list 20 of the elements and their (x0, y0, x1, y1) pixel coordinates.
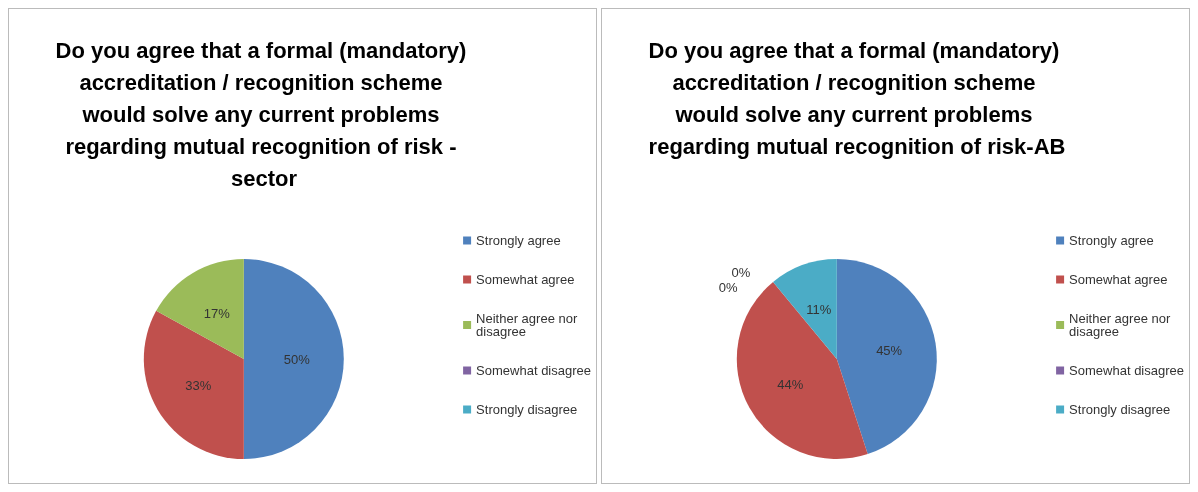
legend-label: Somewhat disagree (1069, 363, 1185, 378)
chart-title: Do you agree that a formal (mandatory) accreditation / recognition scheme would solve any current problems regarding mutual recognition of risk - sector (55, 37, 473, 191)
legend-label: Neither agree nor disagree (1069, 311, 1174, 339)
legend-label: Neither agree nor disagree (476, 311, 581, 339)
legend-label: Strongly agree (1069, 233, 1154, 248)
chart-title: Do you agree that a formal (mandatory) accreditation / recognition scheme would solve any current problems regarding mutual recognition of risk-AB (648, 37, 1066, 159)
data-label: 17% (203, 305, 231, 321)
data-label: 11% (806, 301, 832, 317)
data-label: 45% (876, 343, 903, 359)
text: 0% (731, 265, 751, 281)
legend-label: Somewhat disagree (476, 363, 592, 378)
legend-label: Strongly disagree (1069, 402, 1171, 417)
legend-label: Strongly disagree (476, 402, 578, 417)
data-label: 44% (777, 377, 804, 393)
legend-label: Somewhat agree (1069, 272, 1168, 287)
data-label: 50% (283, 351, 311, 367)
text: 0% (718, 280, 738, 296)
data-label: 33% (185, 378, 212, 394)
legend-label: Somewhat agree (476, 272, 575, 287)
legend-label: Strongly agree (476, 233, 561, 248)
